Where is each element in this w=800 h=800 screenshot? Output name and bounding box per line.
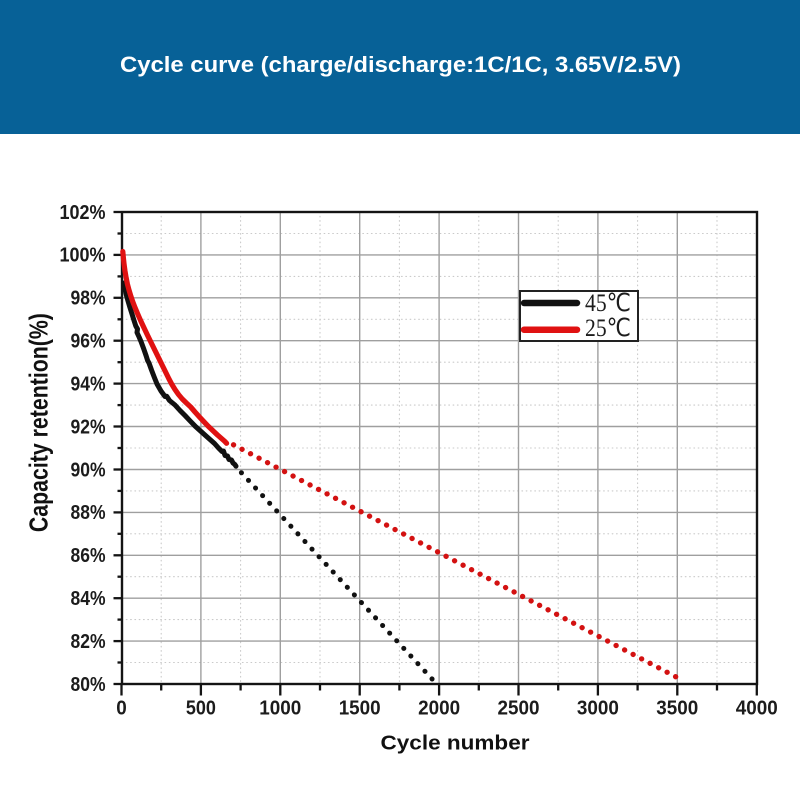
svg-text:100%: 100% — [60, 245, 106, 267]
svg-text:0: 0 — [116, 698, 127, 720]
svg-text:3500: 3500 — [656, 698, 698, 720]
svg-text:94%: 94% — [71, 373, 106, 395]
svg-text:25℃: 25℃ — [585, 315, 631, 342]
svg-text:92%: 92% — [71, 416, 106, 438]
svg-text:1000: 1000 — [259, 698, 301, 720]
svg-text:96%: 96% — [71, 331, 106, 353]
svg-text:2500: 2500 — [498, 698, 540, 720]
svg-text:82%: 82% — [71, 631, 106, 653]
svg-text:500: 500 — [186, 698, 216, 720]
svg-text:102%: 102% — [60, 202, 106, 224]
svg-text:45℃: 45℃ — [585, 290, 631, 317]
svg-text:Cycle curve (charge/discharge:: Cycle curve (charge/discharge:1C/1C, 3.6… — [120, 52, 681, 77]
svg-text:2000: 2000 — [418, 698, 460, 720]
svg-text:88%: 88% — [71, 502, 106, 524]
svg-text:84%: 84% — [71, 588, 106, 610]
svg-text:4000: 4000 — [736, 698, 778, 720]
svg-text:Cycle number: Cycle number — [381, 732, 530, 755]
svg-text:98%: 98% — [71, 288, 106, 310]
svg-text:Capacity retention(%): Capacity retention(%) — [24, 313, 54, 532]
svg-text:86%: 86% — [71, 545, 106, 567]
svg-text:3000: 3000 — [577, 698, 619, 720]
svg-text:80%: 80% — [71, 674, 106, 696]
svg-text:90%: 90% — [71, 459, 106, 481]
svg-text:1500: 1500 — [339, 698, 381, 720]
